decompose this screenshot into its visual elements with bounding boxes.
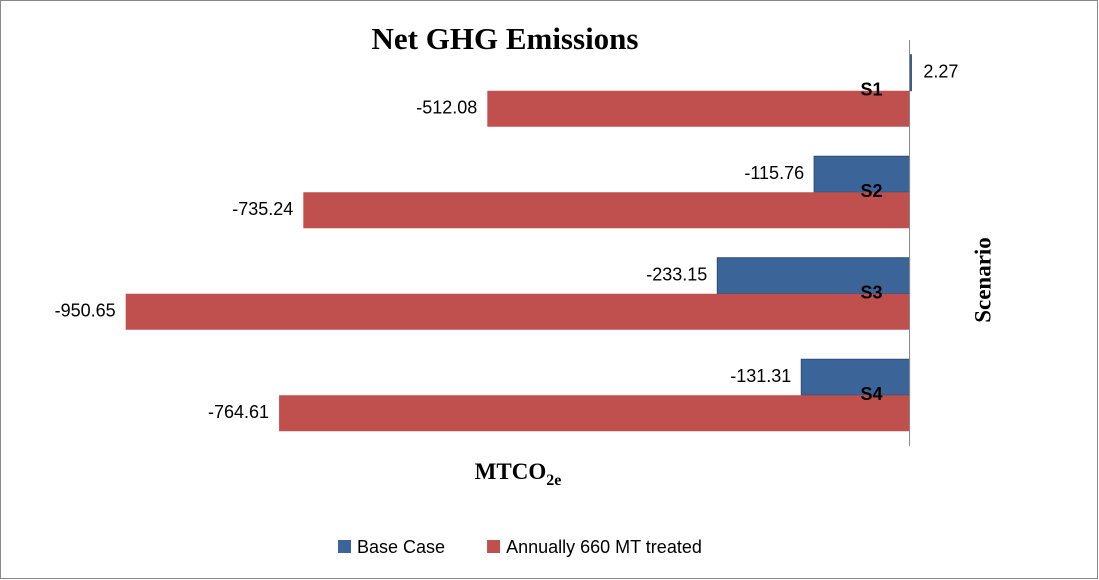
data-label: -950.65 [55, 301, 116, 321]
category-label: S3 [861, 283, 883, 303]
bar [716, 257, 911, 295]
category-label: S4 [861, 384, 883, 404]
data-label: -115.76 [744, 163, 804, 183]
legend-swatch [487, 540, 501, 553]
data-label: 2.27 [923, 62, 958, 82]
x-axis-label-main: MTCO [475, 459, 547, 484]
y-axis-label: Scenario [970, 237, 995, 323]
x-axis-label: MTCO2e [475, 459, 562, 488]
data-label: -764.61 [208, 402, 269, 422]
chart-title: Net GHG Emissions [372, 21, 639, 56]
bar [813, 155, 911, 193]
x-axis-label-subscript: 2e [546, 472, 561, 489]
legend-label: Annually 660 MT treated [506, 537, 702, 557]
data-label: -131.31 [730, 366, 791, 386]
bar [303, 192, 910, 229]
category-label: S2 [861, 181, 883, 201]
data-label: -735.24 [232, 199, 293, 219]
bar [279, 395, 910, 432]
bar [487, 90, 910, 127]
bar [125, 293, 910, 330]
category-label: S1 [861, 80, 883, 100]
bar [800, 358, 911, 396]
data-label: -233.15 [646, 265, 707, 285]
legend-swatch [338, 540, 351, 553]
data-label: -512.08 [416, 98, 477, 118]
legend-label: Base Case [357, 537, 445, 557]
